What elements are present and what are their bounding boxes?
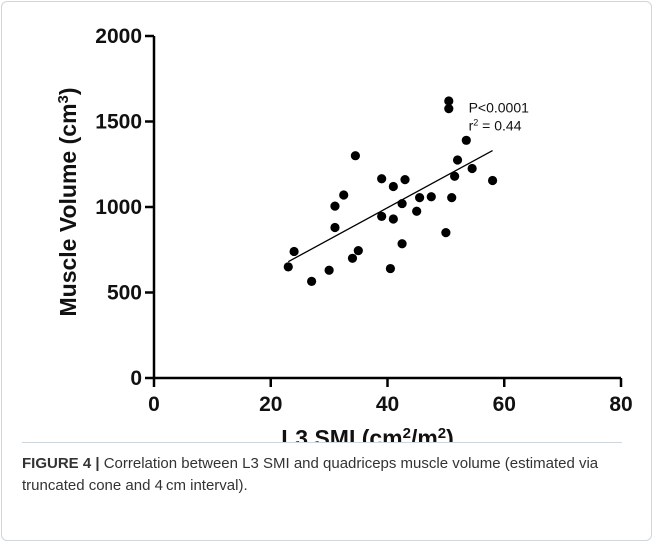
point	[388, 214, 398, 224]
annotation-r2: r2 = 0.44	[469, 118, 522, 134]
point	[397, 198, 407, 209]
point	[412, 206, 422, 216]
y-tick-label: 1000	[95, 196, 142, 219]
fit-line	[287, 149, 493, 263]
y-tick-label: 500	[107, 282, 142, 305]
caption-text: Correlation between L3 SMI and quadricep…	[22, 455, 599, 494]
y-axis-label: Muscle Volume (cm3)	[55, 87, 82, 316]
point	[467, 163, 477, 174]
y-tick-label: 2000	[95, 25, 142, 48]
y-axis-label-part: Muscle Volume (cm	[55, 103, 81, 316]
annotation-r2-part: = 0.44	[478, 118, 521, 134]
point	[388, 181, 398, 192]
point	[441, 228, 451, 238]
point	[377, 174, 387, 184]
y-tick-label: 0	[130, 367, 142, 390]
point	[461, 135, 471, 145]
point	[330, 222, 340, 233]
x-axis-label-sup: 2	[438, 425, 446, 442]
x-tick-label: 20	[259, 393, 282, 416]
x-axis-label-part: L3 SMI (cm	[281, 425, 402, 442]
point	[426, 192, 436, 202]
x-axis-label-part: /m	[411, 425, 438, 442]
point	[444, 104, 454, 114]
y-axis-label-sup: 3	[55, 95, 72, 103]
point	[415, 192, 425, 203]
point	[385, 263, 396, 274]
point	[330, 201, 340, 211]
point	[452, 155, 463, 165]
point	[397, 239, 407, 249]
point	[400, 175, 410, 185]
x-axis-label-part: )	[446, 425, 454, 442]
annotation-p: P<0.0001	[469, 100, 530, 116]
caption: FIGURE 4 | Correlation between L3 SMI an…	[22, 442, 622, 497]
point	[444, 96, 454, 106]
point	[307, 276, 317, 286]
x-tick-label: 60	[493, 393, 516, 416]
point	[350, 151, 360, 161]
point	[377, 211, 387, 222]
point	[450, 171, 460, 181]
point	[347, 253, 358, 263]
annotation-r2-part: r	[469, 118, 474, 134]
x-tick-label: 0	[148, 393, 160, 416]
annotation-r2-sup: 2	[473, 118, 478, 128]
y-axis-label-part: )	[55, 87, 81, 95]
point	[353, 246, 363, 256]
point	[283, 262, 293, 272]
point	[447, 192, 457, 203]
point	[339, 190, 349, 200]
x-axis-label: L3 SMI (cm2/m2)	[281, 425, 454, 443]
y-tick-label: 1500	[95, 111, 142, 134]
x-tick-label: 80	[609, 393, 632, 416]
caption-label: FIGURE 4 |	[22, 455, 100, 472]
point	[289, 246, 299, 257]
x-axis-label-sup: 2	[403, 425, 411, 442]
point	[324, 265, 334, 275]
point	[487, 175, 498, 186]
x-tick-label: 40	[376, 393, 399, 416]
